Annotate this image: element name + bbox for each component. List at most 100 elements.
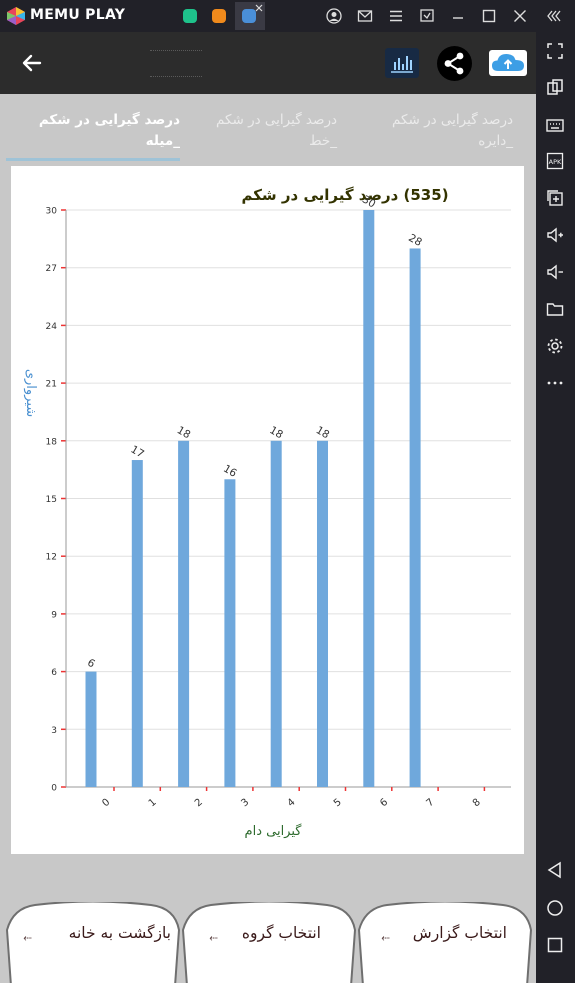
x-tick-label: 2	[193, 797, 205, 810]
app-orange-icon	[212, 9, 226, 23]
fullscreen-icon[interactable]	[546, 42, 564, 60]
arrow-icon: ⬸	[381, 931, 390, 944]
svg-text:APK: APK	[549, 158, 562, 166]
x-tick-label: 6	[378, 797, 390, 810]
arrow-icon: ⬸	[23, 931, 32, 944]
emulator-tab-2[interactable]	[207, 4, 231, 28]
tab-indicator	[6, 158, 180, 161]
bar	[178, 440, 190, 787]
share-icon[interactable]	[437, 46, 472, 81]
home-button[interactable]: بازگشت به خانه ⬸	[5, 902, 181, 983]
bar	[131, 460, 143, 787]
add-window-icon[interactable]	[546, 189, 564, 207]
android-back-icon[interactable]	[546, 861, 564, 879]
button-shape	[181, 902, 357, 983]
tab-pie-chart[interactable]: درصد گیرایی در شکم _دایره	[333, 110, 513, 152]
tab-line-chart[interactable]: درصد گیرایی در شکم _خط	[157, 110, 337, 152]
y-tick-label: 6	[51, 668, 57, 678]
tab-label: درصد گیرایی در شکم _میله	[38, 112, 180, 149]
bar	[409, 248, 421, 787]
select-report-button-label: انتخاب گزارش	[412, 924, 507, 942]
close-window-icon[interactable]	[512, 8, 528, 24]
arrow-icon: ⬸	[209, 931, 218, 944]
select-report-button[interactable]: انتخاب گزارش ⬸	[357, 902, 533, 983]
select-group-button-label: انتخاب گروه	[241, 924, 321, 942]
y-tick-label: 21	[46, 380, 57, 390]
tab-label: درصد گیرایی در شکم _خط	[216, 112, 337, 149]
app-blue-icon	[242, 9, 256, 23]
chart-title: (535) درصد گیرایی در شکم	[241, 186, 448, 204]
emulator-tab-1[interactable]	[178, 4, 202, 28]
bar	[363, 210, 375, 787]
bar-value-label: 6	[85, 657, 97, 671]
x-tick-label: 1	[147, 797, 159, 810]
menu-icon[interactable]	[388, 8, 404, 24]
button-shape	[5, 902, 181, 983]
minimize-icon[interactable]	[450, 8, 466, 24]
y-tick-label: 0	[51, 784, 57, 794]
chart-card: (535) درصد گیرایی در شکم 0 3 6 9 12 15 18 21 24 27…	[11, 166, 524, 854]
x-tick-label: 7	[425, 797, 437, 810]
x-tick-label: 5	[332, 797, 344, 810]
android-home-icon[interactable]	[546, 899, 564, 917]
y-tick-label: 9	[51, 610, 57, 620]
bar-chart-icon[interactable]	[385, 48, 419, 78]
volume-up-icon[interactable]	[546, 226, 564, 244]
y-tick-label: 18	[46, 437, 58, 447]
cloud-upload-icon[interactable]	[489, 50, 527, 76]
apk-icon[interactable]: APK	[546, 152, 564, 170]
y-tick-label: 15	[46, 495, 57, 505]
bar	[85, 671, 97, 787]
collapse-sidebar-icon[interactable]	[546, 8, 562, 24]
tab-label: درصد گیرایی در شکم _دایره	[392, 112, 513, 149]
keyboard-icon[interactable]	[546, 116, 564, 134]
more-icon[interactable]	[546, 374, 564, 392]
emulator-sidebar: APK	[536, 32, 575, 983]
memu-logo-icon	[7, 7, 25, 25]
multi-window-icon[interactable]	[546, 78, 564, 96]
bar-value-label: 28	[406, 232, 424, 249]
emulator-tab-3[interactable]	[235, 2, 265, 30]
app-bar	[0, 32, 536, 94]
folder-icon[interactable]	[546, 300, 564, 318]
settings-icon[interactable]	[546, 337, 564, 355]
tab-bar: درصد گیرایی در شکم _میله درصد گیرایی در …	[0, 94, 536, 162]
y-tick-label: 27	[46, 264, 57, 274]
tab-bar-chart[interactable]: درصد گیرایی در شکم _میله	[0, 110, 180, 152]
y-tick-label: 24	[46, 322, 58, 332]
bar-value-label: 16	[221, 463, 239, 480]
button-shape	[357, 902, 533, 983]
y-tick-label: 30	[46, 207, 58, 217]
mail-icon[interactable]	[357, 8, 373, 24]
y-tick-label: 3	[51, 726, 57, 736]
maximize-icon[interactable]	[481, 8, 497, 24]
bar-value-label: 18	[314, 424, 332, 441]
screen-icon[interactable]	[419, 8, 435, 24]
bar	[224, 479, 236, 787]
x-tick-label: 0	[100, 797, 112, 810]
android-recents-icon[interactable]	[546, 936, 564, 954]
x-tick-label: 4	[286, 797, 298, 810]
bar-value-label: 17	[129, 443, 147, 460]
x-axis-label: گیرایی دام	[245, 823, 303, 839]
bar-value-label: 18	[175, 424, 193, 441]
y-tick-label: 12	[46, 553, 57, 563]
emulator-title-bar: MEMU PLAY	[0, 0, 575, 32]
volume-down-icon[interactable]	[546, 263, 564, 281]
close-tab-icon[interactable]	[255, 4, 263, 12]
emulator-brand: MEMU PLAY	[30, 7, 126, 23]
divider	[150, 76, 202, 77]
bar	[317, 440, 328, 787]
account-icon[interactable]	[326, 8, 342, 24]
bar-value-label: 18	[267, 424, 285, 441]
divider	[150, 50, 202, 51]
bar-chart: (535) درصد گیرایی در شکم0369121518212427…	[23, 186, 511, 839]
android-screen: درصد گیرایی در شکم _میله درصد گیرایی در …	[0, 32, 536, 983]
app-green-icon	[183, 9, 197, 23]
home-button-label: بازگشت به خانه	[68, 924, 171, 942]
back-arrow-icon[interactable]	[20, 51, 44, 75]
bar	[270, 440, 282, 787]
bar-value-label: 30	[360, 193, 378, 210]
select-group-button[interactable]: انتخاب گروه ⬸	[181, 902, 357, 983]
x-tick-label: 3	[239, 797, 251, 810]
